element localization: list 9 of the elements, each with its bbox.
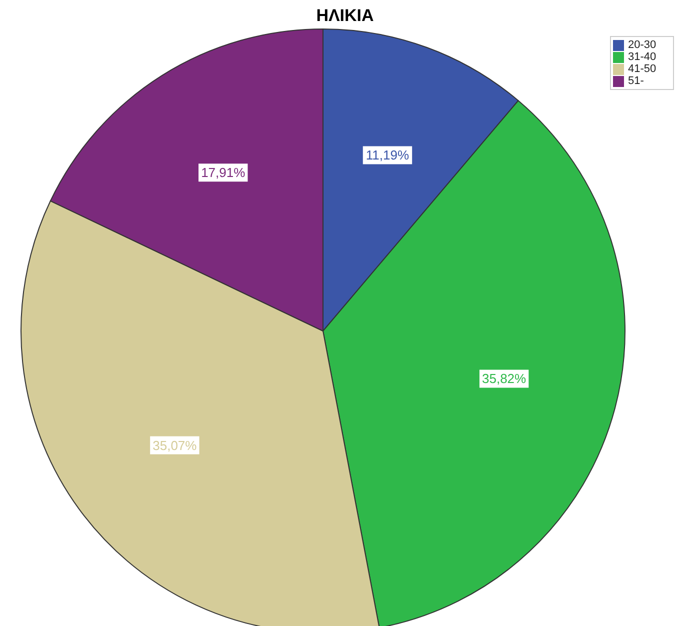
data-label: 17,91% (201, 165, 246, 180)
legend-label: 20-30 (628, 39, 656, 51)
data-label: 35,07% (152, 438, 198, 453)
data-label: 11,19% (366, 148, 410, 163)
legend-label: 51- (628, 75, 644, 87)
legend-label: 41-50 (628, 63, 656, 75)
chart-title: ΗΛΙΚΙΑ (315, 6, 375, 26)
data-label: 35,82% (482, 371, 527, 386)
legend-label: 31-40 (628, 51, 656, 63)
